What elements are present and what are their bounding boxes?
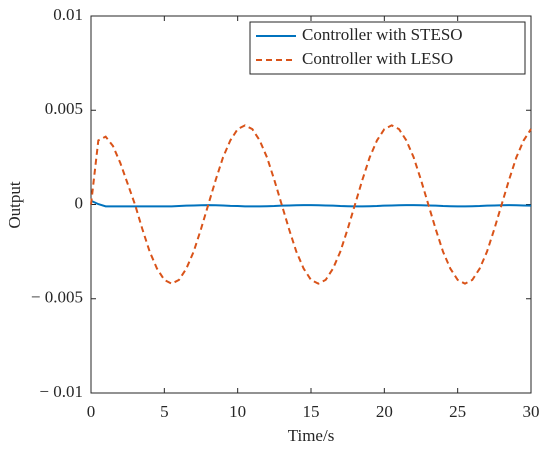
x-tick-label: 25 bbox=[449, 402, 466, 421]
x-tick-label: 20 bbox=[376, 402, 393, 421]
legend-label: Controller with STESO bbox=[302, 25, 463, 44]
y-tick-label: 0.005 bbox=[45, 99, 83, 118]
y-tick-label: − 0.01 bbox=[39, 382, 83, 401]
x-tick-label: 5 bbox=[160, 402, 169, 421]
y-tick-label: 0 bbox=[75, 193, 84, 212]
legend-label: Controller with LESO bbox=[302, 49, 453, 68]
legend-box bbox=[249, 21, 526, 75]
line-series bbox=[90, 199, 532, 208]
x-axis-label: Time/s bbox=[288, 426, 335, 445]
x-tick-label: 10 bbox=[229, 402, 246, 421]
y-tick-label: 0.01 bbox=[53, 5, 83, 24]
y-axis-label: Output bbox=[5, 181, 24, 229]
x-tick-label: 30 bbox=[523, 402, 540, 421]
line-series bbox=[90, 124, 532, 285]
x-tick-label: 0 bbox=[87, 402, 96, 421]
x-tick-label: 15 bbox=[303, 402, 320, 421]
y-tick-label: − 0.005 bbox=[31, 288, 83, 307]
